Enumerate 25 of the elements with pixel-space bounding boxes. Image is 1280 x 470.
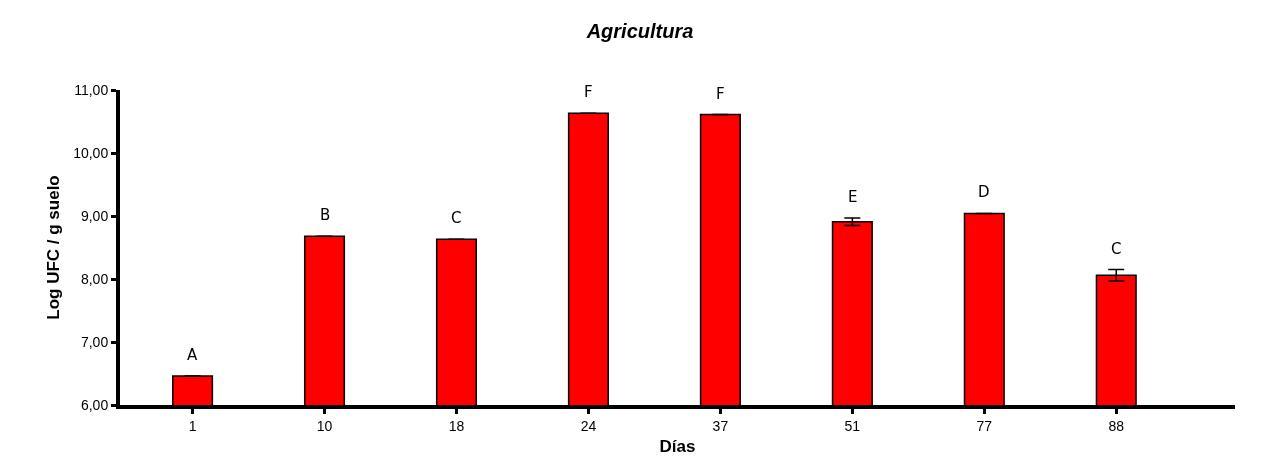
x-tick-label: 37 — [712, 417, 729, 434]
annotation: A — [187, 346, 198, 364]
x-tick-label: 1 — [188, 417, 197, 434]
x-tick-label: 24 — [580, 417, 597, 434]
x-tick-label: 88 — [1108, 417, 1125, 434]
y-tick-label: 9,00 — [80, 207, 109, 224]
y-axis-title: Log UFC / g suelo — [44, 175, 64, 320]
annotation: D — [978, 183, 990, 201]
y-tick-label: 10,00 — [73, 144, 109, 161]
x-axis-title: Días — [659, 436, 696, 456]
y-tick-label: 11,00 — [74, 81, 109, 98]
annotation: E — [848, 188, 858, 206]
x-tick-label: 77 — [976, 417, 993, 434]
x-tick-label: 10 — [316, 417, 333, 434]
y-tick-label: 7,00 — [80, 333, 109, 350]
annotation: B — [320, 206, 331, 224]
annotation: C — [451, 209, 462, 227]
annotation: F — [584, 83, 593, 101]
y-tick-label: 6,00 — [80, 396, 109, 413]
chart-title: Agricultura — [585, 19, 694, 42]
y-tick-label: 8,00 — [80, 270, 109, 287]
annotation: C — [1111, 240, 1122, 258]
x-tick-label: 18 — [448, 417, 465, 434]
x-tick-label: 51 — [844, 417, 861, 434]
annotation: F — [716, 85, 725, 103]
